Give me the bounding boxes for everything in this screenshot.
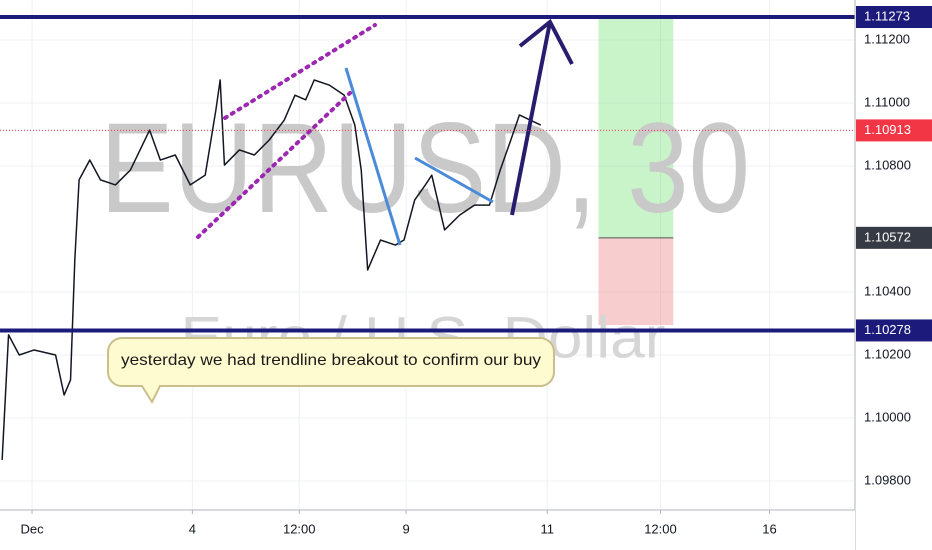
levels — [0, 15, 855, 333]
channel-line — [196, 91, 352, 239]
x-tick-label: 9 — [403, 521, 410, 536]
callout-bubble — [107, 337, 555, 405]
y-tick-label: 1.10000 — [864, 409, 911, 424]
axes: 1.11200 1.11000 1.10800 1.10400 1.10200 1.100… — [21, 6, 932, 536]
arrow — [510, 21, 552, 216]
position-tool — [598, 17, 674, 326]
watermark-symbol: EURUSD, 30 — [100, 97, 750, 240]
x-tick-label: 12:00 — [644, 521, 677, 536]
price-label-box — [856, 319, 932, 342]
drawings — [196, 18, 574, 246]
trendline — [344, 67, 402, 246]
y-tick-label: 1.10800 — [864, 157, 911, 172]
price-label: 1.10913 — [864, 122, 911, 137]
price-label-box — [856, 226, 932, 249]
y-tick-label: 1.11200 — [864, 31, 910, 46]
y-tick-label: 1.10200 — [864, 346, 911, 361]
price-axis — [855, 0, 932, 510]
price-label-box — [856, 6, 932, 29]
profit-zone — [598, 17, 674, 238]
arrow-head — [518, 18, 574, 65]
y-tick-label: 1.10400 — [864, 283, 911, 298]
x-tick-label: 4 — [189, 521, 196, 536]
price-label: 1.11273 — [864, 8, 910, 23]
loss-zone — [598, 237, 674, 326]
channel-line — [223, 23, 377, 120]
price-label-box — [856, 119, 932, 142]
x-tick-label: Dec — [21, 521, 45, 536]
x-tick-label: 12:00 — [283, 521, 316, 536]
x-tick-label: 11 — [540, 521, 554, 536]
price-label: 1.10278 — [864, 322, 911, 337]
y-tick-label: 1.11000 — [864, 94, 910, 109]
time-axis — [0, 510, 855, 550]
trendline — [414, 156, 494, 204]
price-label: 1.10572 — [864, 229, 911, 244]
x-tick-label: 16 — [762, 521, 776, 536]
callout-text: yesterday we had trendline breakout to c… — [121, 352, 541, 369]
y-tick-label: 1.09800 — [864, 472, 911, 487]
callout: yesterday we had trendline breakout to c… — [107, 337, 555, 405]
